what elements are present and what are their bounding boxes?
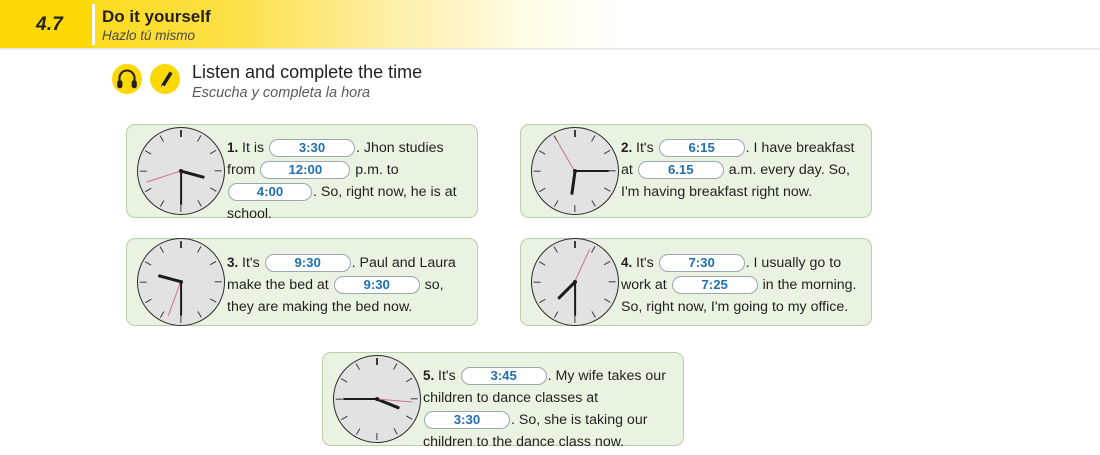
sentence-text: It's: [438, 368, 460, 384]
exercise-card: 5. It's 3:45. My wife takes our children…: [322, 352, 684, 450]
clock-center-pin: [573, 280, 577, 284]
instruction-subtitle: Escucha y completa la hora: [192, 85, 371, 101]
clock-center-pin: [573, 169, 577, 173]
clock-face: [531, 127, 619, 215]
exercise-text: 5. It's 3:45. My wife takes our children…: [423, 365, 675, 453]
exercise-text: 1. It is 3:30. Jhon studies from 12:00 p…: [227, 137, 467, 225]
exercise-number: 5.: [423, 368, 439, 383]
header-number-box: [0, 0, 92, 48]
clock-tick: [574, 130, 577, 171]
sentence-text: It is: [242, 140, 269, 156]
clock-1: [137, 127, 225, 215]
header-divider: [92, 4, 95, 45]
clock-2: [531, 127, 619, 215]
clock-tick: [534, 170, 575, 171]
header-gradient-band: [0, 0, 630, 48]
exercise-text: 3. It's 9:30. Paul and Laura make the be…: [227, 252, 469, 318]
answer-blank[interactable]: 7:25: [671, 276, 758, 294]
pencil-icon: [150, 64, 180, 94]
exercise-card: 2. It's 6:15. I have breakfast at 6.15 a…: [520, 124, 872, 218]
sentence-text: . Jhon studies from: [227, 140, 444, 178]
exercise-card: 3. It's 9:30. Paul and Laura make the be…: [126, 238, 478, 326]
sentence-text: p.m. to: [351, 162, 399, 178]
clock-tick: [574, 135, 596, 171]
answer-blank[interactable]: 3:30: [269, 139, 356, 157]
exercise-text: 4. It's 7:30. I usually go to work at 7:…: [621, 252, 863, 318]
answer-blank[interactable]: 9:30: [333, 276, 420, 294]
instruction-title: Listen and complete the time: [192, 62, 423, 82]
section-title: Do it yourself: [102, 7, 211, 26]
sentence-text: . I usually go to work at: [621, 255, 842, 293]
clock-minute-hand: [179, 282, 183, 316]
clock-tick: [376, 363, 398, 399]
clock-tick: [341, 398, 377, 420]
answer-blank[interactable]: 7:30: [658, 254, 745, 272]
clock-face: [531, 238, 619, 326]
clock-tick: [574, 241, 577, 282]
exercise-card: 1. It is 3:30. Jhon studies from 12:00 p…: [126, 124, 478, 222]
instruction-block: Listen and complete the time Escucha y c…: [112, 62, 812, 112]
clock-center-pin: [179, 169, 183, 173]
clock-3: [137, 238, 225, 326]
clock-minute-hand: [573, 282, 577, 316]
section-header: 4.7 Do it yourself Hazlo tú mismo: [0, 0, 630, 48]
clock-minute-hand: [343, 397, 377, 401]
exercise-card: 4. It's 7:30. I usually go to work at 7:…: [520, 238, 872, 326]
sentence-text: It's: [636, 140, 658, 156]
clock-face: [333, 355, 421, 443]
section-number: 4.7: [36, 14, 64, 35]
answer-blank[interactable]: 3:30: [424, 411, 510, 429]
sentence-text: . Paul and Laura make the bed at: [227, 255, 456, 293]
exercise-number: 4.: [621, 255, 637, 270]
clock-5: [333, 355, 421, 443]
clock-tick: [534, 281, 575, 282]
header-bottom-rule: [0, 48, 1100, 50]
sentence-text: It's: [636, 255, 658, 271]
section-subtitle: Hazlo tú mismo: [102, 28, 196, 43]
sentence-text: so, they are making the bed now.: [227, 277, 444, 315]
answer-blank[interactable]: 3:45: [460, 367, 547, 385]
clock-tick: [180, 130, 183, 171]
answer-blank[interactable]: 12:00: [260, 161, 351, 179]
sentence-text: in the morning. So, right now, I'm going…: [621, 277, 857, 315]
headphones-icon: [112, 64, 142, 94]
clock-center-pin: [179, 280, 183, 284]
clock-minute-hand: [179, 171, 183, 205]
answer-blank[interactable]: 6.15: [637, 161, 724, 179]
answer-blank[interactable]: 9:30: [264, 254, 351, 272]
clock-tick: [180, 246, 202, 282]
clock-4: [531, 238, 619, 326]
sentence-text: a.m. every day. So, I'm having breakfast…: [621, 162, 850, 200]
clock-tick: [181, 281, 222, 282]
sentence-text: It's: [242, 255, 264, 271]
clock-face: [137, 238, 225, 326]
exercise-text: 2. It's 6:15. I have breakfast at 6.15 a…: [621, 137, 863, 203]
exercise-number: 3.: [227, 255, 243, 270]
clock-tick: [574, 246, 596, 282]
clock-center-pin: [375, 397, 379, 401]
clock-face: [137, 127, 225, 215]
sentence-text: . So, she is taking our children to the …: [423, 412, 648, 450]
clock-tick: [180, 241, 183, 282]
sentence-text: . So, right now, he is at school.: [227, 184, 457, 222]
sentence-text: . I have breakfast at: [621, 140, 855, 178]
clock-minute-hand: [575, 169, 609, 173]
clock-tick: [376, 358, 379, 399]
exercise-number: 1.: [227, 140, 243, 155]
exercise-number: 2.: [621, 140, 637, 155]
sentence-text: . My wife takes our children to dance cl…: [423, 368, 666, 406]
clock-tick: [575, 281, 616, 282]
answer-blank[interactable]: 4:00: [228, 183, 312, 201]
clock-tick: [539, 170, 575, 192]
clock-tick: [376, 399, 377, 440]
answer-blank[interactable]: 6:15: [658, 139, 745, 157]
clock-tick: [180, 135, 202, 171]
